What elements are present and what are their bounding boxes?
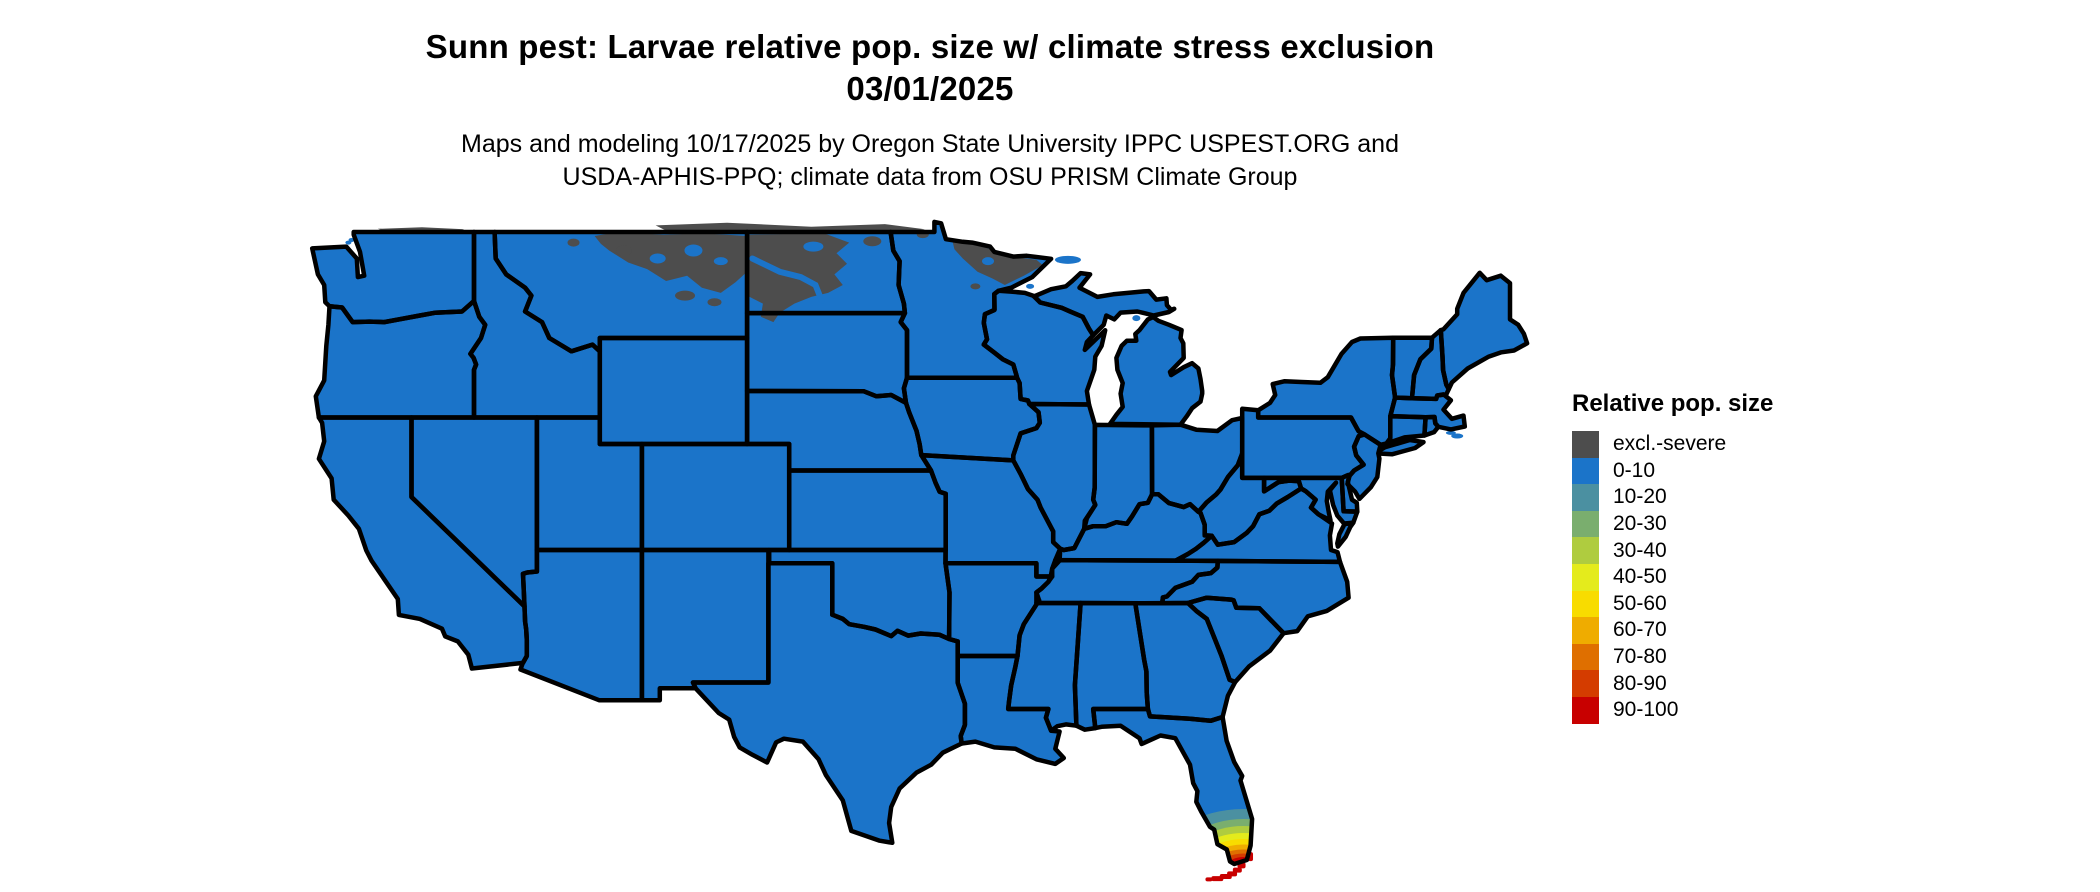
legend-label: 50-60 [1613, 591, 1667, 615]
state-ut [536, 417, 642, 550]
state-fills [312, 221, 1528, 864]
state-ny2 [1378, 440, 1424, 455]
island-specks [345, 237, 1464, 439]
state-border-me [1438, 270, 1530, 392]
map-header: Sunn pest: Larvae relative pop. size w/ … [0, 0, 1860, 194]
state-border-sc [1185, 595, 1286, 685]
state-pa [1242, 408, 1365, 478]
map-subtitle-line2: USDA-APHIS-PPQ; climate data from OSU PR… [562, 163, 1298, 191]
state-ky [1055, 494, 1212, 561]
state-border-mi2 [1031, 270, 1177, 338]
state-nh [1412, 330, 1449, 399]
state-id [470, 232, 600, 418]
state-border-mi [1107, 314, 1205, 427]
legend-swatch [1572, 510, 1599, 538]
state-borders [309, 219, 1530, 867]
state-nc [1162, 560, 1349, 634]
legend-swatch [1572, 431, 1599, 458]
map-subtitle-line1: Maps and modeling 10/17/2025 by Oregon S… [461, 130, 1399, 158]
legend-label: 10-20 [1613, 485, 1667, 509]
legend-item: 0-10 [1572, 457, 1773, 485]
state-border-va [1173, 486, 1343, 565]
legend-label: excl.-severe [1613, 432, 1727, 456]
map-subtitle: Maps and modeling 10/17/2025 by Oregon S… [0, 128, 1860, 194]
legend-swatch [1572, 643, 1599, 671]
legend-label: 60-70 [1613, 618, 1667, 642]
state-vt [1392, 337, 1432, 399]
legend-swatch [1572, 563, 1599, 591]
state-mi [1110, 317, 1203, 425]
state-border-az [518, 547, 645, 703]
legend-title: Relative pop. size [1572, 390, 1774, 417]
map-legend: Relative pop. size excl.-severe 0-10 10-20… [1572, 390, 1773, 724]
state-ne [747, 391, 931, 471]
state-wy [599, 338, 748, 444]
state-in [1084, 424, 1153, 529]
legend-item: 30-40 [1572, 537, 1773, 564]
legend-swatch [1572, 617, 1599, 644]
state-border-tx [690, 561, 968, 846]
legend-label: 80-90 [1613, 671, 1667, 695]
state-ar [945, 563, 1053, 656]
legend-label: 30-40 [1613, 538, 1667, 562]
state-ks [789, 470, 946, 550]
state-ca [318, 417, 527, 669]
state-ct [1386, 416, 1426, 444]
state-border-fl [1090, 706, 1255, 867]
state-me [1440, 272, 1528, 390]
florida-hotspot-overlay [1159, 809, 1253, 864]
state-ny [1258, 337, 1396, 445]
state-ms [1008, 600, 1081, 731]
legend-item: 80-90 [1572, 670, 1773, 697]
legend-swatch [1572, 590, 1599, 618]
map-title-line1: Sunn pest: Larvae relative pop. size w/ … [425, 28, 1435, 65]
legend-label: 70-80 [1613, 645, 1667, 669]
legend-item: 90-100 [1572, 696, 1773, 724]
legend-label: 0-10 [1613, 458, 1656, 482]
excluded-severe-overlay [567, 231, 1043, 323]
legend-items: excl.-severe 0-10 10-20 20-30 30-40 40-50 50-6… [1572, 431, 1773, 724]
state-il [1013, 404, 1096, 550]
map-title: Sunn pest: Larvae relative pop. size w/ … [0, 26, 1860, 110]
state-or [315, 300, 486, 418]
legend-item: excl.-severe [1572, 431, 1773, 458]
legend-label: 20-30 [1613, 512, 1667, 536]
map-title-date: 03/01/2025 [846, 70, 1014, 107]
legend-swatch [1572, 537, 1599, 564]
state-tn [1036, 560, 1218, 604]
state-sd [747, 313, 907, 403]
state-sc [1187, 597, 1284, 682]
state-md [1264, 477, 1358, 524]
state-border-in [1081, 422, 1155, 532]
state-nv [411, 417, 537, 607]
state-ia [903, 377, 1040, 461]
legend-swatch [1572, 696, 1599, 724]
legend-item: 10-20 [1572, 484, 1773, 511]
state-al [1074, 603, 1148, 730]
state-ok [769, 550, 950, 639]
legend-item: 20-30 [1572, 510, 1773, 538]
legend-label: 90-100 [1613, 698, 1679, 722]
state-az [520, 550, 642, 701]
legend-label: 40-50 [1613, 565, 1667, 589]
legend-item: 70-80 [1572, 643, 1773, 671]
legend-swatch [1572, 457, 1599, 485]
state-co [641, 444, 790, 550]
legend-item: 60-70 [1572, 617, 1773, 644]
state-wv [1198, 453, 1302, 545]
legend-item: 50-60 [1572, 590, 1773, 618]
state-nm [641, 550, 769, 701]
state-border-va2 [1335, 520, 1356, 549]
legend-swatch [1572, 484, 1599, 511]
legend-item: 40-50 [1572, 563, 1773, 591]
legend-swatch [1572, 670, 1599, 697]
state-wi [983, 290, 1106, 405]
state-mi2 [1033, 273, 1175, 336]
